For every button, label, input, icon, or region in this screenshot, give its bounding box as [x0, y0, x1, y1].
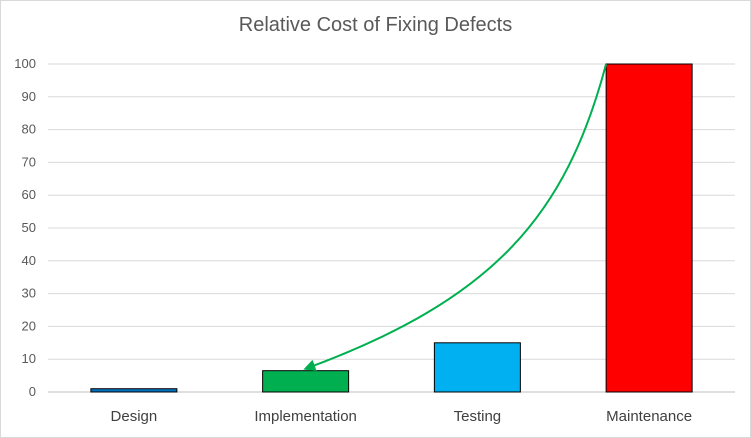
y-tick-label: 90 — [22, 89, 36, 104]
bar — [605, 63, 693, 393]
bar — [262, 370, 350, 393]
y-tick-label: 0 — [29, 384, 36, 399]
y-tick-label: 70 — [22, 154, 36, 169]
x-tick-label: Testing — [454, 408, 502, 425]
y-tick-label: 80 — [22, 122, 36, 137]
y-tick-label: 10 — [22, 351, 36, 366]
chart-title: Relative Cost of Fixing Defects — [238, 14, 513, 36]
y-tick-label: 60 — [22, 187, 36, 202]
y-tick-label: 100 — [14, 56, 36, 71]
y-tick-label: 50 — [22, 220, 36, 235]
x-tick-label: Maintenance — [606, 408, 692, 425]
curved-arrow-annotation — [303, 63, 608, 371]
bar — [90, 388, 178, 393]
bar — [433, 342, 521, 393]
y-tick-label: 20 — [22, 318, 36, 333]
y-tick-label: 40 — [22, 253, 36, 268]
x-tick-label: Implementation — [254, 408, 357, 425]
x-tick-label: Design — [111, 408, 158, 425]
y-tick-label: 30 — [22, 286, 36, 301]
